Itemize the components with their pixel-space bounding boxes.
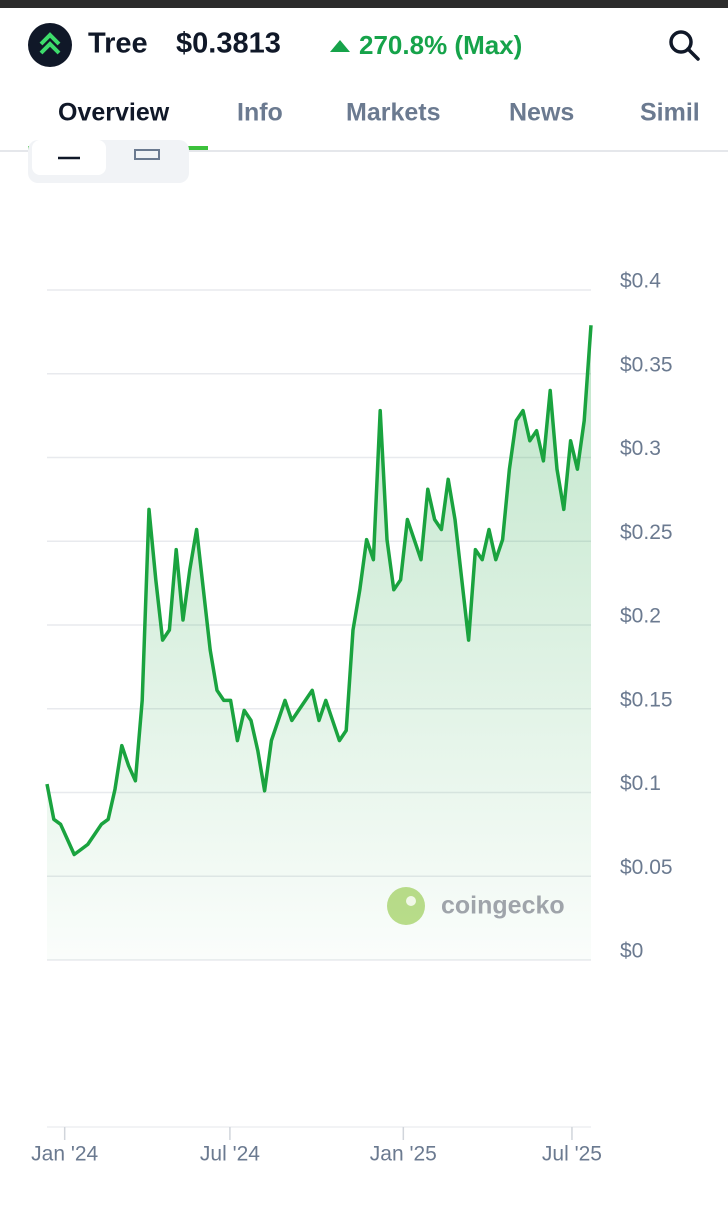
watermark-text: coingecko [441,892,565,920]
tab[interactable]: Overview [58,99,170,127]
search-icon[interactable] [669,30,693,54]
y-tick-label: $0.3 [620,437,661,460]
coin-icon-arrows [39,32,61,55]
price-line [45,325,593,857]
x-tick-label: Jan '25 [370,1143,437,1166]
y-tick-label: $0.2 [620,605,661,628]
y-tick-label: $0.35 [620,353,673,376]
tab[interactable]: Simil [640,99,700,127]
price-change: 270.8% (Max) [359,30,522,60]
y-tick-label: $0 [620,940,643,963]
status-strip [0,0,728,8]
search-icon-handle[interactable] [686,47,700,61]
y-tick-label: $0.1 [620,772,661,795]
y-tick-label: $0.15 [620,688,673,711]
y-tick-label: $0.25 [620,521,673,544]
search-button[interactable] [669,30,700,61]
y-tick-label: $0.05 [620,856,673,879]
watermark: coingecko [387,887,565,925]
toggle-candle-icon[interactable] [134,149,160,160]
tab[interactable]: Info [237,99,283,127]
x-tick-label: Jul '24 [200,1143,260,1166]
y-tick-label: $0.4 [620,270,661,293]
coin-price: $0.3813 [176,28,281,60]
tab[interactable]: Markets [346,99,441,127]
x-tick-label: Jan '24 [31,1143,98,1166]
up-arrow [330,40,350,52]
tab[interactable]: News [509,99,574,127]
watermark-eye [406,896,416,906]
x-tick-label: Jul '25 [542,1143,602,1166]
watermark-logo [387,887,425,925]
area-fill [47,325,591,960]
coin-name: Tree [88,28,148,60]
